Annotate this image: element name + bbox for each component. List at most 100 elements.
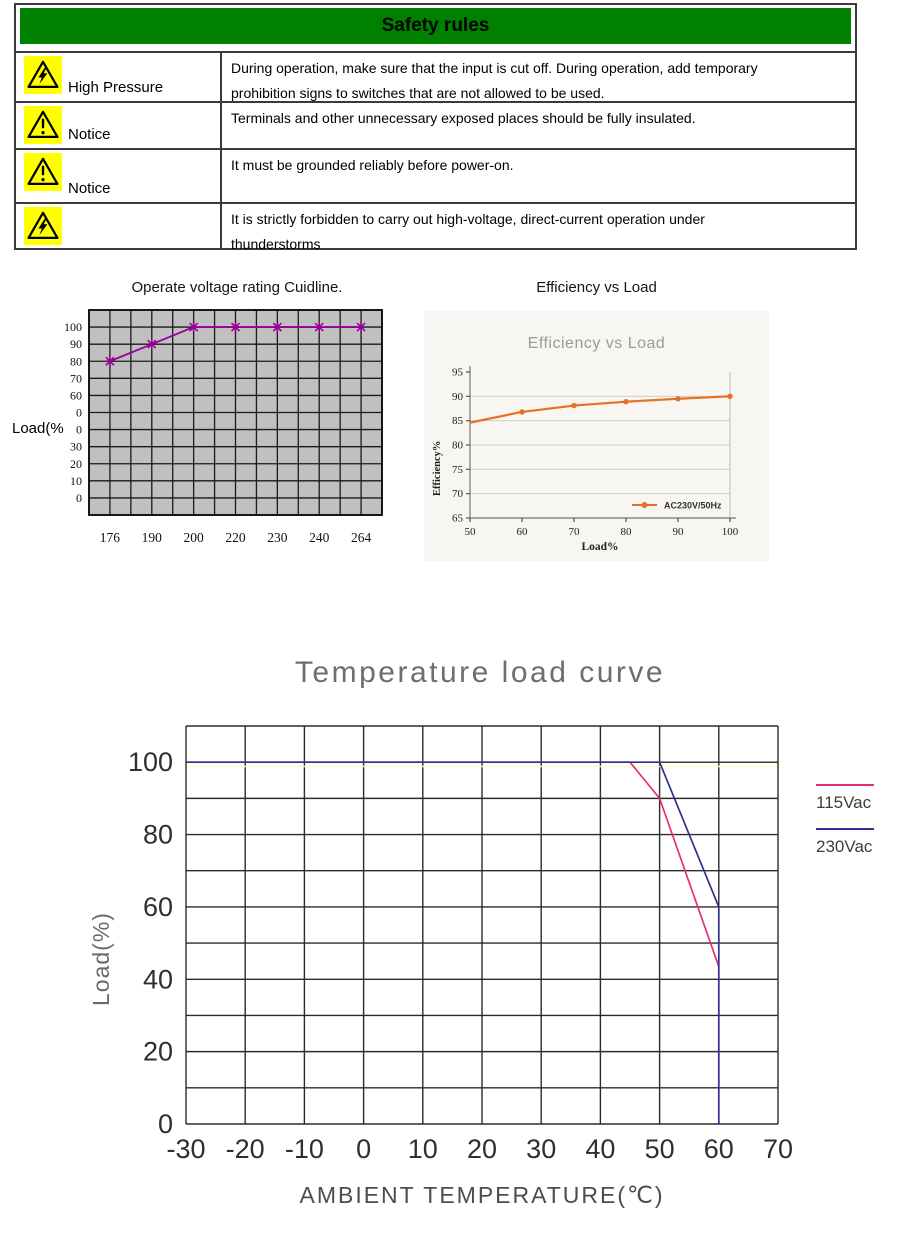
- x-tick-label: -20: [226, 1134, 265, 1164]
- high-voltage-triangle-icon: [24, 56, 62, 94]
- y-tick-label: 0: [76, 423, 82, 437]
- x-tick-label: 100: [722, 526, 739, 538]
- y-tick-label: 30: [70, 440, 82, 454]
- lightning-triangle-glyph: [27, 211, 59, 240]
- y-tick-label: 60: [70, 388, 82, 402]
- safety-table-title: Safety rules: [381, 15, 490, 36]
- temperature-chart-legend: 115Vac 230Vac: [816, 784, 896, 872]
- temperature-chart-title: Temperature load curve: [294, 656, 666, 689]
- exclamation-triangle-glyph: [27, 157, 59, 186]
- grid-lines: [185, 725, 779, 1125]
- y-tick-label: 20: [143, 1037, 173, 1067]
- voltage-series-markers: [105, 321, 366, 367]
- efficiency-chart-panel: Efficiency vs Load Efficiency% Load% 95 9…: [424, 311, 769, 561]
- legend-label-115vac: 115Vac: [816, 793, 872, 812]
- data-point: [675, 396, 681, 402]
- safety-table-title-bar: Safety rules: [20, 8, 851, 44]
- warning-label: Notice: [68, 126, 111, 143]
- y-tick-label: 70: [70, 371, 82, 385]
- rule-text-line: It is strictly forbidden to carry out hi…: [231, 211, 705, 227]
- x-tick-label: 60: [704, 1134, 734, 1164]
- x-tick-label: 264: [351, 530, 372, 545]
- x-tick-label: 0: [356, 1134, 371, 1164]
- warning-label: Notice: [68, 180, 111, 197]
- table-row: It is strictly forbidden to carry out hi…: [16, 204, 855, 252]
- y-tick-label: 90: [452, 391, 464, 403]
- x-tick-label: 80: [621, 526, 633, 538]
- y-tick-label: 0: [76, 491, 82, 505]
- x-tick-label: 220: [225, 530, 246, 545]
- warning-cell: Notice: [16, 103, 222, 148]
- rule-text-cell: Terminals and other unnecessary exposed …: [222, 103, 855, 148]
- efficiency-series-line: [469, 395, 731, 424]
- x-tick-label: 70: [569, 526, 581, 538]
- data-point: [571, 402, 577, 409]
- x-tick-label: 230: [267, 530, 288, 545]
- y-tick-label: 40: [143, 964, 173, 994]
- exclamation-triangle-icon: [24, 106, 62, 144]
- y-tick-label: 100: [64, 320, 82, 334]
- y-tick-label: 80: [70, 354, 82, 368]
- efficiency-chart-outer-title: Efficiency vs Load: [536, 279, 657, 296]
- y-tick-label: 60: [143, 892, 173, 922]
- data-point: [519, 409, 525, 415]
- table-row: Notice Terminals and other unnecessary e…: [16, 103, 855, 150]
- exclamation-triangle-glyph: [27, 110, 59, 139]
- rule-text-line: Terminals and other unnecessary exposed …: [231, 110, 696, 126]
- legend-label-230vac: 230Vac: [816, 837, 873, 856]
- y-tick-label: 0: [76, 406, 82, 420]
- x-tick-label: 60: [517, 526, 529, 538]
- x-tick-label: 90: [673, 526, 685, 538]
- warning-cell: High Pressure: [16, 53, 222, 101]
- rule-text-line: prohibition signs to switches that are n…: [231, 84, 605, 101]
- high-voltage-triangle-icon: [24, 207, 62, 245]
- series-230Vac: [186, 761, 720, 1124]
- y-tick-label: 20: [70, 457, 82, 471]
- x-tick-label: 70: [763, 1134, 793, 1164]
- x-tick-label: 40: [585, 1134, 615, 1164]
- warning-cell: [16, 204, 222, 248]
- warning-label: High Pressure: [68, 79, 164, 96]
- y-tick-label: 75: [452, 464, 464, 476]
- legend-line-230vac: [816, 828, 874, 830]
- y-tick-label: 10: [70, 474, 82, 488]
- x-tick-label: 50: [645, 1134, 675, 1164]
- safety-rules-table: Safety rules High Pressure During operat…: [14, 3, 857, 252]
- voltage-chart-title: Operate voltage rating Cuidline.: [131, 279, 343, 296]
- table-row: High Pressure During operation, make sur…: [16, 53, 855, 103]
- efficiency-chart-title: Efficiency vs Load: [527, 335, 666, 352]
- x-tick-label: 20: [467, 1134, 497, 1164]
- x-tick-label: 50: [465, 526, 477, 538]
- rule-text-cell: During operation, make sure that the inp…: [222, 53, 855, 101]
- y-tick-label: 0: [158, 1109, 173, 1139]
- voltage-chart-ylabel: Load(%: [12, 420, 64, 437]
- y-tick-label: 90: [70, 337, 82, 351]
- legend-line-115vac: [816, 784, 874, 786]
- temperature-chart-xlabel: AMBIENT TEMPERATURE(℃): [299, 1182, 665, 1208]
- x-tick-label: 176: [100, 530, 121, 545]
- exclamation-triangle-icon: [24, 153, 62, 191]
- y-tick-label: 80: [452, 440, 464, 452]
- series-115Vac: [186, 761, 720, 967]
- x-tick-label: 10: [408, 1134, 438, 1164]
- efficiency-chart-xlabel: Load%: [581, 541, 619, 553]
- x-tick-label: 30: [526, 1134, 556, 1164]
- data-point: [727, 393, 733, 400]
- y-tick-label: 95: [452, 367, 464, 379]
- x-tick-label: -10: [285, 1134, 324, 1164]
- y-tick-label: 80: [143, 820, 173, 850]
- y-tick-label: 100: [128, 747, 173, 777]
- x-tick-label: 200: [184, 530, 205, 545]
- y-tick-label: 85: [452, 415, 464, 427]
- lightning-triangle-glyph: [27, 60, 59, 89]
- rule-text-cell: It must be grounded reliably before powe…: [222, 150, 855, 202]
- rule-text-line: thunderstorms: [231, 235, 321, 252]
- safety-table-header: Safety rules: [16, 5, 855, 53]
- y-tick-label: 65: [452, 513, 464, 525]
- x-tick-label: 190: [142, 530, 163, 545]
- plot-border: [88, 309, 383, 516]
- rule-text-line: During operation, make sure that the inp…: [231, 60, 758, 76]
- table-row: Notice It must be grounded reliably befo…: [16, 150, 855, 204]
